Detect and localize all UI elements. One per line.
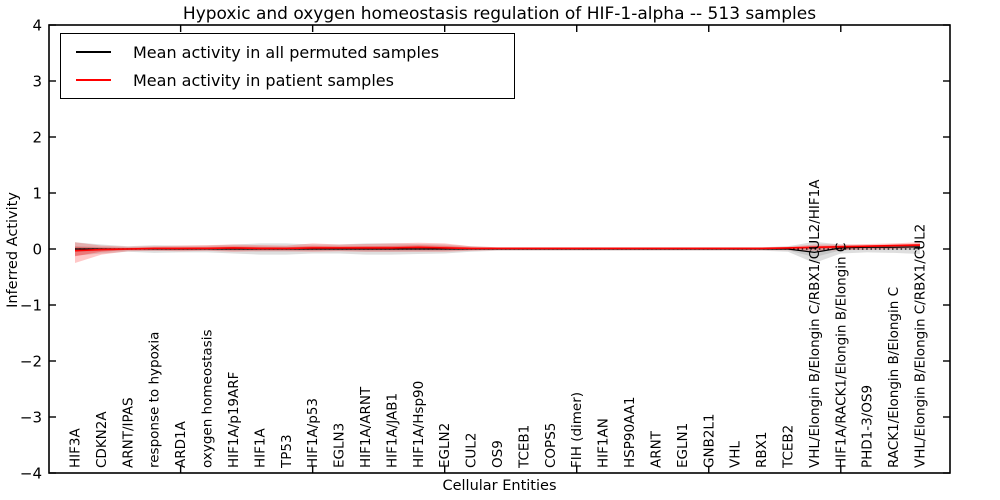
entity-label: OS9 bbox=[490, 440, 506, 468]
legend-entry-permuted: Mean activity in all permuted samples bbox=[76, 43, 514, 62]
permuted-band-outer bbox=[75, 241, 920, 263]
entity-label: HIF1A/RACK1/Elongin B/Elongin C bbox=[833, 243, 849, 468]
entity-label: TP53 bbox=[279, 434, 295, 469]
y-axis-label: Inferred Activity bbox=[5, 192, 21, 308]
entity-label: HIF1A/Hsp90 bbox=[411, 381, 427, 468]
entity-label: HIF1A/ARNT bbox=[358, 386, 374, 468]
entity-label: COPS5 bbox=[543, 423, 559, 468]
chart-title: Hypoxic and oxygen homeostasis regulatio… bbox=[182, 4, 817, 24]
y-tick-label: −2 bbox=[20, 353, 42, 371]
x-axis-label: Cellular Entities bbox=[442, 478, 557, 494]
entity-label: TCEB2 bbox=[780, 425, 796, 469]
legend-line-sample-patient bbox=[76, 79, 111, 81]
entity-label: RACK1/Elongin B/Elongin C bbox=[886, 287, 902, 468]
y-tick-label: −3 bbox=[20, 409, 42, 427]
entity-label: ARD1A bbox=[173, 420, 189, 468]
entity-label: HIF3A bbox=[68, 428, 84, 468]
entity-label: response to hypoxia bbox=[147, 332, 163, 468]
entity-label: ARNT bbox=[648, 430, 664, 468]
entity-label: ARNT/IPAS bbox=[120, 397, 136, 468]
entity-label: HIF1A/p53 bbox=[305, 398, 321, 468]
entity-label: EGLN1 bbox=[675, 423, 691, 468]
entity-label: VHL/Elongin B/Elongin C/RBX1/CUL2 bbox=[913, 224, 929, 468]
entity-label: GNB2L1 bbox=[701, 413, 717, 468]
entity-label: HSP90AA1 bbox=[622, 397, 638, 468]
y-tick-label: 2 bbox=[32, 129, 42, 147]
y-tick-label: −4 bbox=[20, 465, 42, 483]
legend-label-patient: Mean activity in patient samples bbox=[133, 70, 394, 90]
entity-label: EGLN2 bbox=[437, 423, 453, 468]
entity-label: EGLN3 bbox=[332, 423, 348, 468]
entity-label: PHD1-3/OS9 bbox=[860, 385, 876, 468]
patient-band-outer bbox=[75, 242, 920, 263]
entity-label: VHL bbox=[728, 441, 744, 468]
legend-label-permuted: Mean activity in all permuted samples bbox=[133, 42, 440, 62]
entity-label: CUL2 bbox=[464, 433, 480, 468]
entity-label: CDKN2A bbox=[94, 411, 110, 468]
entity-label: HIF1A/p19ARF bbox=[226, 372, 242, 468]
entity-label: oxygen homeostasis bbox=[200, 330, 216, 469]
entity-label: HIF1A bbox=[252, 428, 268, 468]
entity-label: FIH (dimer) bbox=[569, 392, 585, 468]
y-tick-label: 4 bbox=[32, 17, 42, 35]
y-tick-label: 1 bbox=[32, 185, 42, 203]
legend-entry-patient: Mean activity in patient samples bbox=[76, 71, 514, 90]
y-tick-label: 3 bbox=[32, 73, 42, 91]
y-tick-label: −1 bbox=[20, 297, 42, 315]
y-tick-label: 0 bbox=[32, 241, 42, 259]
entity-label: VHL/Elongin B/Elongin C/RBX1/CUL2/HIF1A bbox=[807, 179, 823, 468]
legend: Mean activity in all permuted samples Me… bbox=[60, 33, 515, 99]
entity-label: RBX1 bbox=[754, 432, 770, 468]
entity-label: HIF1AN bbox=[596, 418, 612, 468]
patient-mean-line bbox=[74, 244, 921, 252]
entity-label: TCEB1 bbox=[516, 425, 532, 469]
legend-line-sample-permuted bbox=[76, 51, 111, 53]
entity-label: HIF1A/JAB1 bbox=[384, 393, 400, 468]
